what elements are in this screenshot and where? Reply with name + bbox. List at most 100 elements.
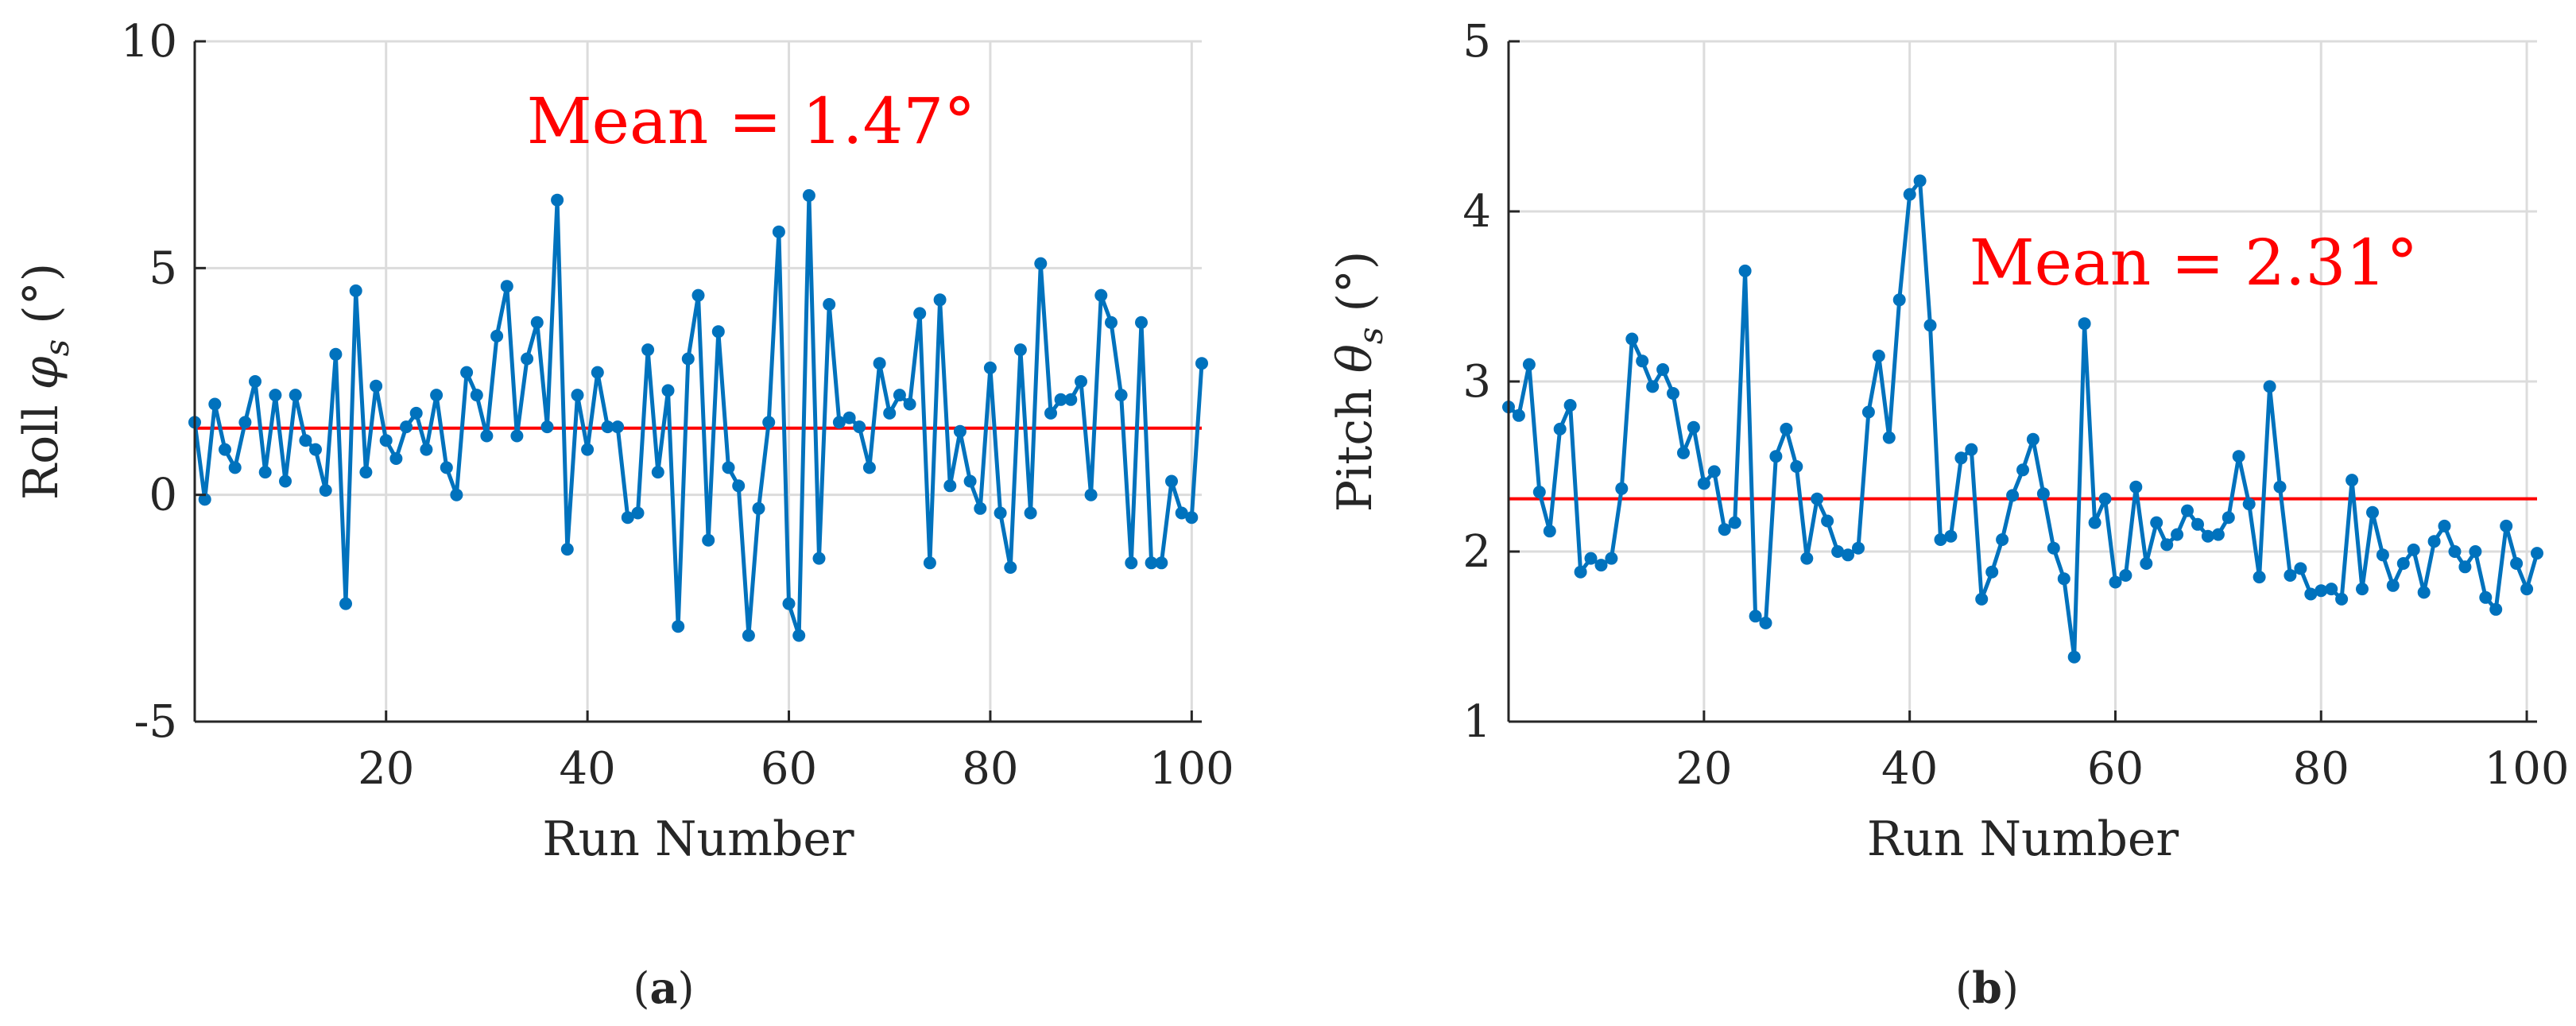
panel-a-data-point xyxy=(631,506,645,520)
panel-b-data-point xyxy=(1687,420,1700,434)
panel-a-data-point xyxy=(540,420,554,434)
panel-b-data-point xyxy=(2026,432,2039,446)
panel-b-data-point xyxy=(2119,569,2132,582)
panel-b-data-point xyxy=(1532,486,1546,499)
panel-a-data-point xyxy=(1094,288,1108,302)
panel-a-data-point xyxy=(963,474,977,488)
panel-a-data-point xyxy=(440,461,453,474)
panel-b-data-point xyxy=(2016,463,2029,477)
panel-a-data-point xyxy=(269,389,282,402)
panel-b-data-point xyxy=(2520,583,2534,596)
panel-a-data-point xyxy=(1105,316,1118,329)
panel-b-data-point xyxy=(1965,443,1978,456)
panel-b-data-point xyxy=(1934,533,1947,546)
panel-a-data-point xyxy=(309,443,322,456)
panel-a-data-point xyxy=(611,420,625,434)
panel-a-x-tick-label: 60 xyxy=(761,743,817,795)
panel-b-data-point xyxy=(1707,465,1721,478)
panel-b-data-point xyxy=(1656,363,1670,376)
panel-b-y-tick-label: 1 xyxy=(1462,696,1491,748)
panel-a-data-point xyxy=(1135,316,1148,329)
panel-a-data-point xyxy=(389,452,403,465)
panel-b-data-point xyxy=(2253,571,2266,584)
panel-a-data-point xyxy=(1195,357,1208,370)
panel-b-data-point xyxy=(2211,528,2225,541)
panel-a-data-point xyxy=(299,434,312,447)
panel-a-data-point xyxy=(792,629,806,642)
panel-a-data-point xyxy=(1114,389,1128,402)
panel-b-data-point xyxy=(1749,610,1762,623)
panel-a-data-point xyxy=(1175,506,1188,520)
panel-a-data-point xyxy=(1034,257,1048,270)
panel-b-data-point xyxy=(2109,575,2122,589)
panel-b-caption-close: ) xyxy=(2002,963,2019,1013)
panel-b-data-point xyxy=(1913,174,1927,188)
panel-b-x-axis-label: Run Number xyxy=(1867,811,2179,867)
panel-b-data-point xyxy=(1697,477,1710,490)
panel-a-data-point xyxy=(591,366,604,379)
panel-a-data-point xyxy=(228,461,242,474)
panel-b-data-point xyxy=(1718,523,1731,536)
panel-b-data-point xyxy=(1563,399,1577,412)
panel-a-data-point xyxy=(1013,343,1027,357)
panel-a-x-tick-label: 80 xyxy=(962,743,1018,795)
panel-a-mean-group: Mean = 1.47° xyxy=(195,84,1202,430)
panel-a-data-point xyxy=(661,384,675,397)
panel-b-data-point xyxy=(1594,559,1608,572)
panel-a-data-point xyxy=(329,347,343,361)
panel-a-data-point xyxy=(621,511,634,525)
panel-a-data-point xyxy=(500,280,513,293)
panel-a-markers xyxy=(188,189,1208,642)
panel-b-data-point xyxy=(2088,516,2101,529)
panel-b-data-point xyxy=(2407,543,2420,556)
panel-a-data-point xyxy=(571,389,584,402)
panel-a-data-point xyxy=(893,389,906,402)
panel-b-data-point xyxy=(2510,557,2524,570)
panel-a-data-point xyxy=(289,389,302,402)
panel-b-data-point xyxy=(1728,516,1741,529)
panel-b-mean-group: Mean = 2.31° xyxy=(1509,226,2537,501)
panel-b-data-point xyxy=(1759,616,1772,629)
panel-b-data-point xyxy=(2036,487,2050,501)
panel-b-data-point xyxy=(2242,498,2256,511)
panel-a-data-point xyxy=(732,479,746,493)
panel-a-y-label-symbol: φ xyxy=(14,356,69,389)
panel-a-y-tick-label: 10 xyxy=(121,16,177,68)
panel-a-data-point xyxy=(1064,393,1078,406)
panel-a-data-point xyxy=(551,193,564,207)
panel-a-data-point xyxy=(238,416,252,429)
panel-a-data-point xyxy=(943,479,957,493)
panel-b-data-point xyxy=(1667,387,1679,400)
panel-b-data-point xyxy=(1944,529,1958,543)
panel-a-data-point xyxy=(994,506,1007,520)
panel-b-data-point xyxy=(1954,451,1968,465)
panel-a-data-point xyxy=(1044,406,1057,420)
panel-a-data-point xyxy=(651,466,664,479)
panel-a-data-point xyxy=(1155,556,1168,570)
panel-b-data-point xyxy=(1985,565,1999,579)
panel-a-data-point xyxy=(1185,511,1199,525)
panel-b-data-point xyxy=(2346,474,2359,487)
panel-b-data-point xyxy=(1790,460,1803,473)
panel-b-data-point xyxy=(2181,504,2194,517)
panel-b-data-point xyxy=(1852,541,1865,555)
panel-b-data-point xyxy=(1769,450,1783,463)
panel-b-data-point xyxy=(1780,422,1793,436)
panel-a-data-point xyxy=(560,543,574,556)
panel-b-data-point xyxy=(2448,545,2462,558)
panel-a-mean-label: Mean = 1.47° xyxy=(527,84,976,158)
panel-a-data-point xyxy=(913,307,927,320)
panel-a-data-point xyxy=(1145,556,1158,570)
panel-a-data-point xyxy=(711,325,725,339)
panel-b-data-point xyxy=(2335,592,2349,606)
panel-a-data-point xyxy=(923,556,936,570)
panel-a-data-point xyxy=(480,429,494,443)
panel-a-data-point xyxy=(359,466,373,479)
panel-a-data-point xyxy=(883,406,897,420)
panel-b-data-point xyxy=(1842,548,1854,562)
panel-b-x-tick-label: 100 xyxy=(2485,743,2570,795)
panel-b-data-point xyxy=(1903,188,1916,201)
panel-b-data-point xyxy=(2417,586,2431,599)
panel-b-data-point xyxy=(1831,545,1845,558)
